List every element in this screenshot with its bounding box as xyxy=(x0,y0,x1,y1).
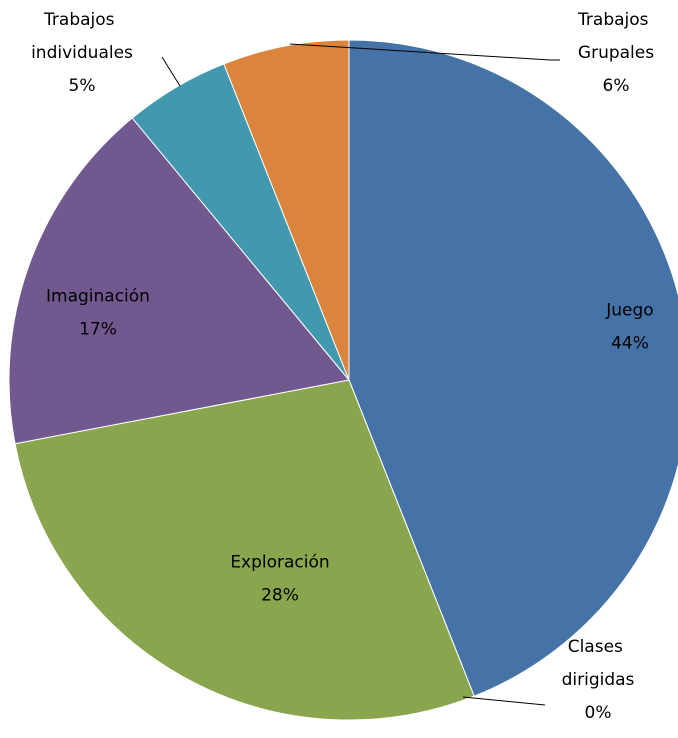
slice-label: Juego xyxy=(605,301,653,321)
label-line: Grupales xyxy=(578,43,654,63)
value-label: 44% xyxy=(611,334,649,354)
leader-line xyxy=(161,56,181,87)
slice-label: Clases dirigidas xyxy=(562,637,635,690)
value-label: 5% xyxy=(69,76,96,96)
label-line: Imaginación xyxy=(46,287,150,307)
value-label: 17% xyxy=(79,320,117,340)
label-line: dirigidas xyxy=(562,670,635,690)
pie-slice xyxy=(223,39,350,381)
leader-line xyxy=(462,696,546,706)
slice-label: Trabajos Grupales xyxy=(577,10,654,63)
slice-label: Exploración xyxy=(230,553,329,573)
pie-slice xyxy=(14,379,475,721)
label-line: Juego xyxy=(605,301,653,321)
value-label: 28% xyxy=(261,586,299,606)
value-label: 6% xyxy=(603,76,630,96)
label-line: Clases xyxy=(568,637,629,657)
pie-slice xyxy=(8,117,350,445)
slice-label: Trabajos individuales xyxy=(31,10,133,63)
leader-line xyxy=(289,43,560,61)
slice-label: Imaginación xyxy=(46,287,150,307)
label-line: Exploración xyxy=(230,553,329,573)
label-line: Trabajos xyxy=(577,10,654,30)
label-line: individuales xyxy=(31,43,133,63)
pie-slice xyxy=(348,39,678,697)
value-label: 0% xyxy=(585,703,612,723)
label-line: Trabajos xyxy=(43,10,120,30)
